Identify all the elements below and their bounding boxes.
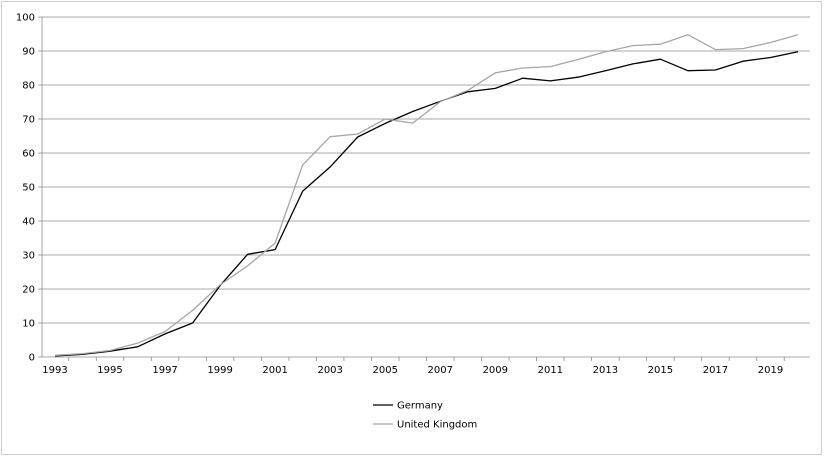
legend-label-germany: Germany	[397, 401, 443, 412]
y-tick-label: 0	[29, 353, 35, 364]
y-tick-label: 10	[22, 319, 35, 330]
x-tick-label: 2017	[703, 365, 728, 376]
x-tick-label: 2009	[483, 365, 508, 376]
y-tick-label: 20	[22, 285, 35, 296]
y-tick-label: 70	[22, 115, 35, 126]
series-line-germany	[54, 51, 799, 357]
y-tick-label: 30	[22, 251, 35, 262]
series-line-united-kingdom	[54, 34, 799, 356]
x-tick-label: 2015	[648, 365, 673, 376]
y-tick-label: 80	[22, 81, 35, 92]
x-tick-label: 1993	[42, 365, 67, 376]
y-tick-label: 100	[16, 13, 35, 24]
x-tick-label: 2013	[593, 365, 618, 376]
y-tick-label: 50	[22, 183, 35, 194]
x-tick-label: 2001	[262, 365, 287, 376]
x-tick-label: 2003	[317, 365, 342, 376]
x-axis-ticks: 1993 1995 1997 1999 2001 2003 2005 2007 2009 2011…	[42, 357, 785, 376]
y-tick-label: 90	[22, 47, 35, 58]
y-axis-ticks: 0 10 20 30 40 50 60 70 80 90 100	[16, 13, 42, 364]
x-tick-label: 1999	[207, 365, 232, 376]
x-tick-label: 2005	[372, 365, 397, 376]
x-tick-label: 1997	[152, 365, 177, 376]
y-tick-label: 40	[22, 217, 35, 228]
gridlines	[42, 16, 810, 324]
x-tick-label: 2007	[428, 365, 453, 376]
series-lines	[54, 34, 799, 357]
y-tick-label: 60	[22, 149, 35, 160]
legend-label-united-kingdom: United Kingdom	[397, 420, 477, 431]
x-tick-label: 2011	[538, 365, 563, 376]
x-tick-label: 1995	[97, 365, 122, 376]
legend: Germany United Kingdom	[373, 401, 477, 431]
x-tick-label: 2019	[758, 365, 783, 376]
